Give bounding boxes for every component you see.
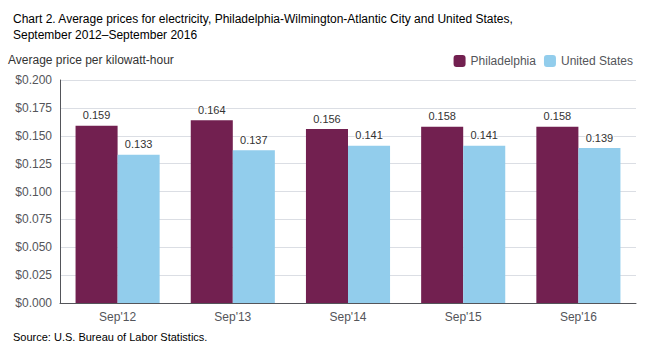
svg-text:0.139: 0.139 <box>586 132 614 144</box>
svg-text:0.164: 0.164 <box>198 104 226 116</box>
svg-text:Source: U.S. Bureau of Labor S: Source: U.S. Bureau of Labor Statistics. <box>13 331 207 343</box>
svg-text:0.137: 0.137 <box>240 134 268 146</box>
svg-text:$0.175: $0.175 <box>15 101 52 115</box>
svg-text:0.133: 0.133 <box>125 138 153 150</box>
svg-text:$0.075: $0.075 <box>15 212 52 226</box>
svg-text:$0.100: $0.100 <box>15 185 52 199</box>
svg-text:0.156: 0.156 <box>313 113 341 125</box>
svg-text:United States: United States <box>561 54 633 68</box>
svg-text:Average price per kilowatt-hou: Average price per kilowatt-hour <box>8 53 174 67</box>
svg-text:0.141: 0.141 <box>355 129 383 141</box>
svg-text:September 2012–September 2016: September 2012–September 2016 <box>13 28 197 42</box>
svg-text:Sep'13: Sep'13 <box>214 310 251 324</box>
svg-text:$0.050: $0.050 <box>15 240 52 254</box>
svg-text:Philadelphia: Philadelphia <box>471 54 537 68</box>
svg-text:0.158: 0.158 <box>544 110 572 122</box>
svg-text:Chart 2. Average prices for el: Chart 2. Average prices for electricity,… <box>13 12 513 26</box>
svg-text:$0.125: $0.125 <box>15 157 52 171</box>
svg-text:0.141: 0.141 <box>470 129 498 141</box>
svg-text:Sep'14: Sep'14 <box>330 310 367 324</box>
svg-text:0.159: 0.159 <box>83 109 111 121</box>
svg-text:$0.200: $0.200 <box>15 73 52 87</box>
svg-text:Sep'12: Sep'12 <box>99 310 136 324</box>
svg-text:$0.150: $0.150 <box>15 129 52 143</box>
svg-text:$0.025: $0.025 <box>15 268 52 282</box>
svg-text:$0.000: $0.000 <box>15 296 52 310</box>
svg-text:Sep'16: Sep'16 <box>560 310 597 324</box>
svg-text:0.158: 0.158 <box>428 110 456 122</box>
svg-text:Sep'15: Sep'15 <box>445 310 482 324</box>
